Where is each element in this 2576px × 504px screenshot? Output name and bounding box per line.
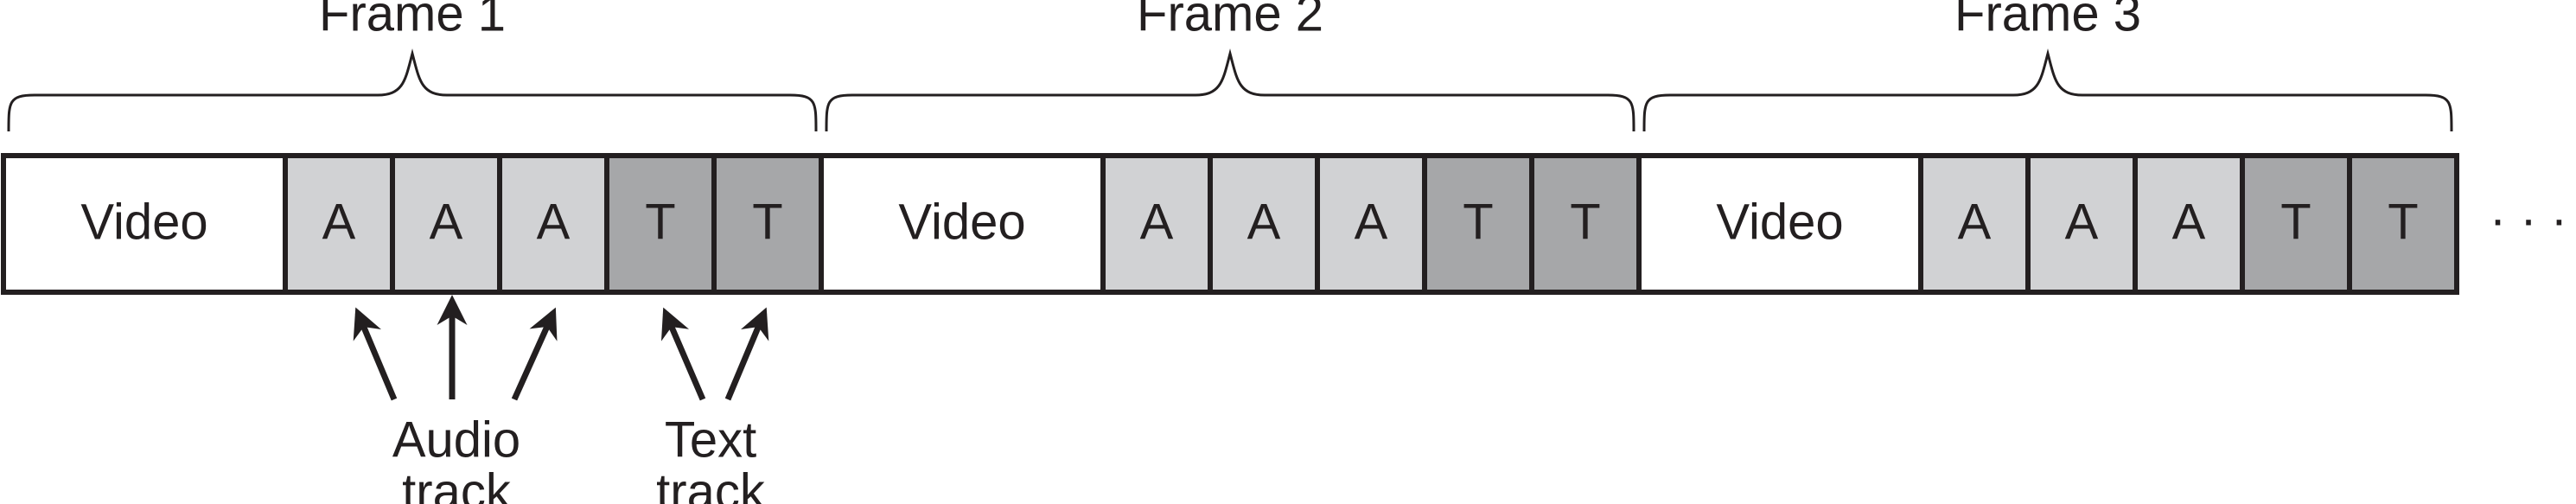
annotation-label: Audio [392,411,520,468]
frame-brace [825,48,1636,132]
cell [390,153,502,295]
cell [2347,153,2459,295]
cell [2240,153,2352,295]
cell [1100,153,1213,295]
cell-label: A [1140,194,1174,250]
cell-label: A [322,194,356,250]
cell [604,153,717,295]
cell-label: A [2172,194,2206,250]
cell-label: T [2388,194,2418,250]
cell-label: T [1463,194,1493,250]
arrow [353,307,398,401]
cell-label: T [752,194,782,250]
annotation-label: track [656,463,766,504]
cell [1918,153,2031,295]
cell-label: A [430,194,463,250]
arrow [660,307,706,401]
cell-label: A [537,194,571,250]
cell [1529,153,1642,295]
cell [2133,153,2245,295]
cell [1208,153,1320,295]
frame-brace [1642,48,2453,132]
cell-label: T [1570,194,1600,250]
annotation-label: Text [665,411,756,468]
cell-label: Video [898,194,1025,250]
cell [711,153,824,295]
arrow [724,307,769,401]
cell-label: A [1355,194,1388,250]
ellipsis: · · · [2490,191,2567,247]
cell-label: A [1247,194,1281,250]
frame-label: Frame 1 [319,0,506,41]
cell-label: T [645,194,675,250]
cell [283,153,395,295]
cell-label: Video [1716,194,1843,250]
cell-label: A [1958,194,1992,250]
cell [1636,153,1923,295]
frame-brace [7,48,818,132]
cell-label: Video [80,194,207,250]
frame-label: Frame 2 [1137,0,1323,41]
frame-label: Frame 3 [1954,0,2141,41]
cell [1,153,288,295]
cell-label: T [2280,194,2311,250]
arrow [511,307,558,401]
cell-label: A [2065,194,2099,250]
cell [1315,153,1427,295]
cell [819,153,1106,295]
annotation-label: track [402,463,512,504]
